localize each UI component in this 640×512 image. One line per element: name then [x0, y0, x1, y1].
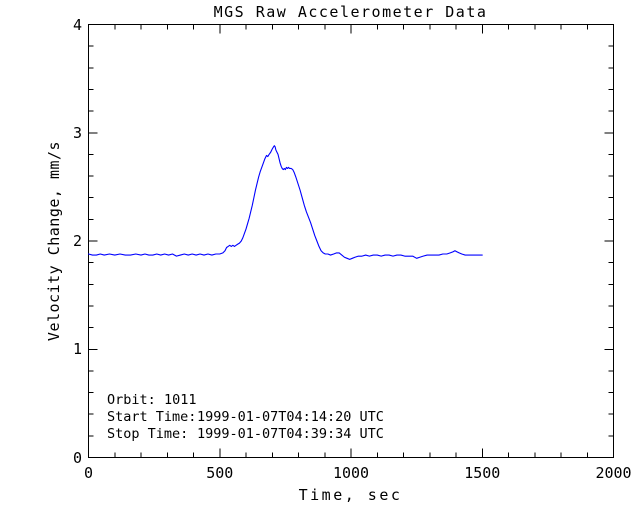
x-tick-label: 0 [83, 464, 94, 482]
annotations-block: Orbit: 1011 Start Time:1999-01-07T04:14:2… [107, 392, 384, 443]
orbit-line: Orbit: 1011 [107, 392, 384, 409]
y-axis-title: Velocity Change, mm/s [45, 140, 63, 342]
start-time-value: 1999-01-07T04:14:20 UTC [197, 409, 384, 425]
x-tick-label: 500 [206, 464, 234, 482]
stop-time-value: 1999-01-07T04:39:34 UTC [197, 426, 384, 442]
plot-box [88, 24, 614, 458]
x-tick-label: 1500 [464, 464, 501, 482]
x-tick-label: 2000 [595, 464, 632, 482]
y-tick-label: 2 [72, 232, 82, 250]
stop-time-line: Stop Time: 1999-01-07T04:39:34 UTC [107, 426, 384, 443]
x-tick-label: 1000 [332, 464, 370, 482]
y-tick-label: 4 [72, 15, 82, 34]
x-axis-title: Time, sec [298, 486, 403, 504]
velocity-change-curve [87, 145, 483, 260]
chart-title: MGS Raw Accelerometer Data [213, 3, 488, 21]
y-tick-label: 3 [72, 123, 82, 142]
start-time-line: Start Time:1999-01-07T04:14:20 UTC [107, 409, 384, 426]
y-tick-label: 1 [72, 340, 82, 359]
stop-time-label: Stop Time: [107, 426, 189, 442]
orbit-value: 1011 [164, 392, 197, 408]
y-tick-label: 0 [72, 448, 82, 467]
start-time-label: Start Time: [107, 409, 197, 425]
orbit-label: Orbit: [107, 392, 156, 408]
